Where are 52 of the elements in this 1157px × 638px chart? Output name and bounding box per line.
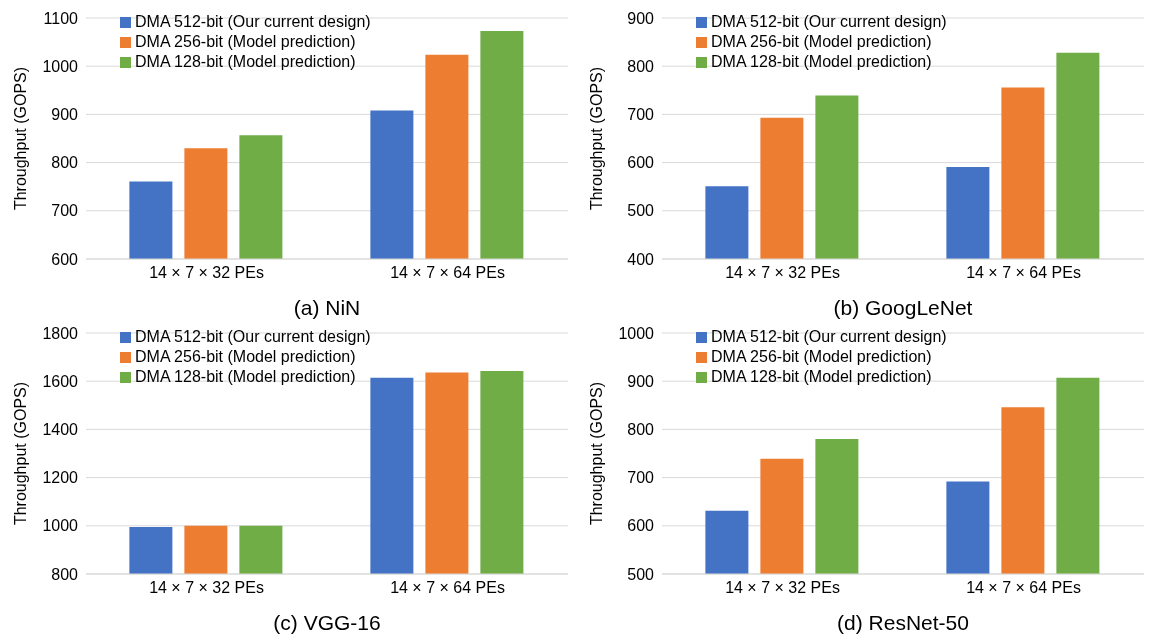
y-tick-label: 500 — [627, 565, 655, 583]
y-tick-label: 400 — [627, 250, 655, 268]
y-axis-title: Throughput (GOPS) — [587, 66, 605, 211]
x-tick-label: 14 × 7 × 32 PEs — [149, 579, 264, 597]
x-axis-title: (d) ResNet-50 — [837, 611, 969, 634]
x-tick-label: 14 × 7 × 64 PEs — [390, 264, 505, 282]
x-tick-label: 14 × 7 × 32 PEs — [149, 264, 264, 282]
y-tick-label: 1100 — [43, 9, 79, 27]
legend-label: DMA 512-bit (Our current design) — [135, 327, 371, 347]
legend-label: DMA 256-bit (Model prediction) — [135, 32, 356, 52]
x-tick-label: 14 × 7 × 32 PEs — [725, 264, 840, 282]
legend-label: DMA 128-bit (Model prediction) — [711, 52, 932, 72]
y-tick-label: 900 — [627, 372, 655, 390]
y-tick-label: 800 — [51, 565, 79, 583]
legend-label: DMA 512-bit (Our current design) — [711, 327, 947, 347]
y-tick-label: 1000 — [42, 57, 79, 75]
y-tick-label: 600 — [627, 154, 655, 172]
legend-label: DMA 512-bit (Our current design) — [711, 12, 947, 32]
y-tick-label: 600 — [51, 250, 79, 268]
y-tick-label: 800 — [627, 57, 655, 75]
x-tick-label: 14 × 7 × 64 PEs — [966, 579, 1081, 597]
y-tick-label: 1600 — [42, 372, 79, 390]
legend-label: DMA 128-bit (Model prediction) — [135, 52, 356, 72]
y-tick-label: 700 — [627, 469, 655, 487]
y-tick-label: 900 — [51, 106, 79, 124]
y-tick-label: 1000 — [42, 517, 79, 535]
y-tick-label: 700 — [627, 106, 655, 124]
x-axis-title: (a) NiN — [293, 296, 361, 319]
legend-label: DMA 256-bit (Model prediction) — [135, 347, 356, 367]
y-tick-label: 500 — [627, 202, 655, 220]
y-tick-label: 1800 — [42, 324, 79, 342]
y-tick-label: 900 — [627, 9, 655, 27]
y-tick-label: 1200 — [42, 469, 79, 487]
y-axis-title: Throughput (GOPS) — [11, 66, 29, 211]
legend-label: DMA 128-bit (Model prediction) — [711, 367, 932, 387]
legend-label: DMA 256-bit (Model prediction) — [711, 347, 932, 367]
y-axis-title: Throughput (GOPS) — [587, 381, 605, 526]
legend-label: DMA 128-bit (Model prediction) — [135, 367, 356, 387]
y-tick-label: 600 — [627, 517, 655, 535]
x-tick-label: 14 × 7 × 32 PEs — [725, 579, 840, 597]
y-tick-label: 1000 — [618, 324, 655, 342]
y-tick-label: 1400 — [42, 421, 79, 439]
y-axis-title: Throughput (GOPS) — [11, 381, 29, 526]
y-tick-label: 800 — [627, 421, 655, 439]
y-tick-label: 800 — [51, 154, 79, 172]
legend-label: DMA 256-bit (Model prediction) — [711, 32, 932, 52]
y-tick-label: 700 — [51, 202, 79, 220]
x-tick-label: 14 × 7 × 64 PEs — [390, 579, 505, 597]
x-axis-title: (b) GoogLeNet — [833, 296, 973, 319]
x-tick-label: 14 × 7 × 64 PEs — [966, 264, 1081, 282]
legend-label: DMA 512-bit (Our current design) — [135, 12, 371, 32]
x-axis-title: (c) VGG-16 — [273, 611, 381, 634]
